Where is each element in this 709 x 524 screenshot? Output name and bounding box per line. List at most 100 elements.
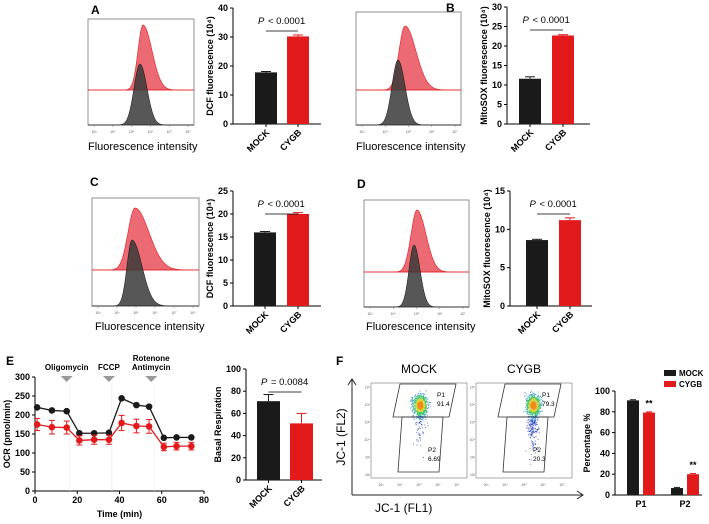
- flow-dot: [532, 398, 534, 400]
- flow-dot: [531, 398, 533, 400]
- flow-dot: [537, 405, 539, 407]
- flow-dot: [409, 407, 411, 409]
- flow-dot: [527, 400, 529, 402]
- flow-dot: [421, 417, 423, 419]
- flow-dot: [531, 412, 533, 414]
- flow-y-tick-label: 10³: [365, 456, 371, 460]
- p-value-d: < 0.0001: [540, 199, 577, 210]
- flow-dot: [533, 436, 535, 438]
- flow-dot: [418, 400, 420, 402]
- flow-dot: [420, 397, 422, 399]
- injection-marker-icon: [102, 376, 115, 382]
- histogram-tick-label-c: 10⁷: [171, 311, 177, 315]
- gate-p1: [392, 383, 457, 418]
- flow-dot: [416, 424, 418, 426]
- flow-dot: [414, 408, 415, 410]
- flow-dot: [426, 399, 428, 401]
- flow-dot: [528, 418, 530, 420]
- flow-dot: [537, 417, 539, 419]
- flow-dot: [531, 427, 533, 429]
- flow-dot: [537, 401, 539, 403]
- y-tick-label-f: 100: [595, 386, 610, 396]
- data-point-cygb: [173, 442, 180, 450]
- y-axis-label-a: DCF fluorescence (10⁴): [205, 16, 215, 115]
- flow-dot: [536, 413, 538, 415]
- flow-dot: [541, 404, 543, 406]
- y-tick-label-b: 30: [492, 2, 502, 12]
- flow-dot: [416, 406, 418, 408]
- flow-dot: [532, 412, 534, 414]
- flow-dot: [419, 399, 421, 401]
- flow-dot: [536, 414, 538, 415]
- flow-dot: [425, 396, 426, 398]
- flow-dot: [422, 432, 424, 434]
- bar-mock-p2: [671, 488, 683, 495]
- flow-dot: [428, 404, 430, 406]
- flow-dot: [417, 410, 419, 412]
- flow-dot: [426, 407, 427, 409]
- flow-dot: [527, 431, 529, 433]
- flow-dot: [423, 407, 425, 409]
- y-tick-label-b: 25: [492, 22, 502, 32]
- gate-p2-label: P2: [533, 447, 541, 454]
- flow-dot: [537, 411, 539, 413]
- flow-dot: [412, 403, 414, 405]
- flow-dot: [541, 410, 543, 412]
- hist-c-xlabel: Fluorescence intensity: [95, 321, 205, 333]
- flow-dot: [423, 414, 425, 416]
- flow-dot: [531, 428, 532, 430]
- flow-dot: [529, 397, 531, 399]
- flow-dot: [425, 427, 426, 428]
- flow-dot: [420, 396, 422, 398]
- flow-dot: [419, 409, 421, 411]
- flow-dot: [420, 420, 422, 422]
- flow-dot: [425, 401, 427, 403]
- flow-dot: [422, 396, 424, 398]
- flow-dot: [417, 402, 419, 404]
- flow-dot: [419, 402, 421, 403]
- flow-dot: [413, 412, 415, 414]
- flow-dot: [530, 410, 532, 412]
- flow-dot: [539, 405, 541, 407]
- flow-dot: [534, 396, 536, 398]
- flow-dot: [535, 402, 537, 404]
- flow-dot: [426, 412, 428, 413]
- flow-dot: [414, 406, 416, 408]
- gate-p1: [497, 383, 562, 418]
- flow-dot: [531, 394, 533, 396]
- flow-dot: [528, 429, 529, 431]
- flow-dot: [533, 398, 535, 400]
- flow-dot: [420, 393, 422, 395]
- flow-dot: [538, 401, 540, 403]
- flow-dot: [533, 420, 535, 422]
- y-tick-label-b: 0: [497, 119, 502, 129]
- flow-dot: [424, 397, 426, 399]
- flow-dot: [424, 405, 426, 407]
- flow-dot: [531, 394, 533, 396]
- flow-dot: [426, 408, 428, 410]
- p-value-a: < 0.0001: [268, 16, 305, 27]
- flow-dot: [532, 430, 534, 432]
- flow-dot: [530, 404, 532, 406]
- flow-dot: [421, 398, 423, 400]
- flow-dot: [425, 404, 427, 406]
- flow-dot: [416, 410, 418, 412]
- flow-dot: [418, 411, 420, 413]
- flow-dot: [422, 407, 424, 409]
- flow-dot: [530, 429, 532, 431]
- flow-dot: [414, 405, 416, 407]
- flow-dot: [531, 390, 533, 392]
- flow-dot: [418, 432, 420, 434]
- flow-dot: [411, 396, 413, 398]
- flow-dot: [535, 412, 537, 414]
- x-axis-label-flow: JC-1 (FL1): [375, 501, 432, 515]
- flow-dot: [531, 396, 533, 398]
- flow-dot: [412, 409, 414, 411]
- flow-dot: [422, 410, 424, 412]
- flow-dot: [414, 410, 416, 412]
- flow-dot: [537, 408, 539, 410]
- flow-dot: [412, 408, 414, 410]
- flow-dot: [416, 411, 418, 413]
- flow-dot: [534, 404, 536, 406]
- flow-dot: [416, 402, 418, 404]
